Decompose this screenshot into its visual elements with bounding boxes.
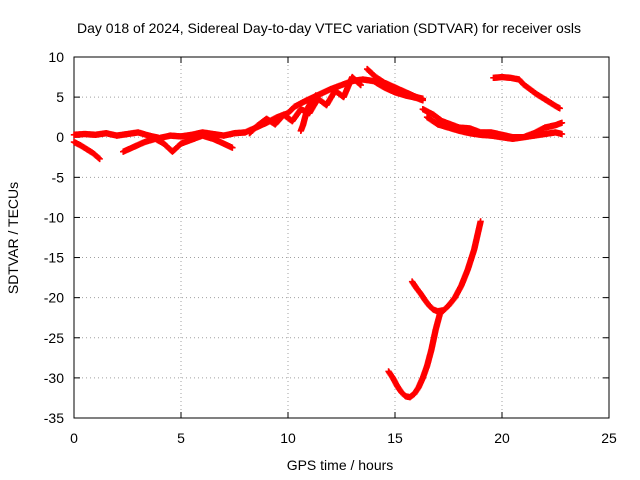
y-tick-label: -10 [44,209,64,225]
y-tick-label: -5 [52,169,65,185]
data-point [558,119,566,126]
data-point [438,307,446,314]
x-tick-label: 10 [280,430,296,446]
y-tick-label: 5 [56,89,64,105]
series-arc-3 [120,132,236,155]
data-point [477,218,484,225]
series-arc-8 [423,113,566,143]
y-axis-label: SDTVAR / TECUs [5,182,21,294]
plot-frame [73,56,610,419]
data-point [95,154,102,162]
y-tick-label: -25 [44,330,64,346]
chart-title: Day 018 of 2024, Sidereal Day-to-day VTE… [77,20,581,36]
series-arc-6 [363,65,427,102]
y-tick-label: -20 [44,290,64,306]
x-axis-label: GPS time / hours [287,457,394,473]
data-point [556,105,563,112]
x-ticks: 0 5 10 15 20 25 [70,57,617,446]
x-tick-label: 15 [387,430,403,446]
series-arc-11 [408,278,446,315]
series-arc-10 [385,218,484,401]
y-tick-label: 0 [56,129,64,145]
x-tick-label: 25 [601,430,617,446]
grid [74,57,609,418]
series-arc-4 [246,73,364,137]
data-point [357,81,364,89]
data-point [419,95,427,102]
data-point [558,130,566,138]
y-tick-label: -35 [44,410,64,426]
y-tick-label: -30 [44,370,64,386]
data-point [96,155,103,163]
x-tick-label: 5 [177,430,185,446]
data-point [312,92,320,99]
series-arc-2 [70,138,103,163]
data-point [356,81,364,88]
data-point [229,144,236,151]
y-tick-label: -15 [44,250,64,266]
series-arc-5 [297,92,320,135]
x-tick-label: 20 [494,430,510,446]
y-tick-label: 10 [48,49,64,65]
x-tick-label: 0 [70,430,78,446]
data-marks [70,65,566,401]
series-arc-9 [490,73,563,112]
